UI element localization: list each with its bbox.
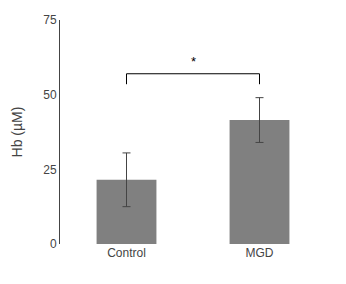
svg-text:25: 25	[43, 163, 57, 177]
svg-text:Control: Control	[107, 246, 146, 260]
svg-text:Hb (µM): Hb (µM)	[9, 107, 25, 158]
svg-text:*: *	[191, 54, 196, 69]
svg-text:50: 50	[43, 88, 57, 102]
svg-text:0: 0	[50, 237, 57, 251]
svg-text:75: 75	[43, 13, 57, 27]
svg-text:MGD: MGD	[246, 246, 274, 260]
